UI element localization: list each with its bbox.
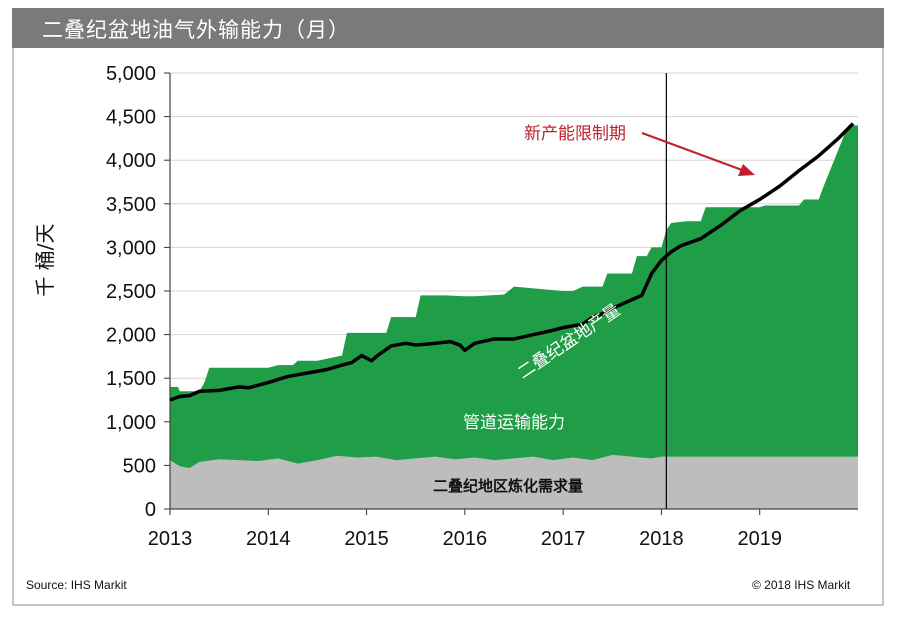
- x-tick-label: 2018: [639, 528, 684, 550]
- y-tick-label: 4,000: [106, 150, 156, 172]
- annotation-arrow-head: [738, 164, 755, 176]
- y-axis-ticks: 0 500 1,000 1,500 2,000 2,500 3,000 3,500 4,000 4…: [106, 63, 170, 521]
- x-tick-label: 2016: [443, 528, 488, 550]
- production-line: [169, 122, 855, 402]
- x-tick-label: 2013: [148, 528, 193, 550]
- chart-title: 二叠纪盆地油气外输能力（月）: [42, 18, 350, 42]
- annotation-new-capacity-constraint: 新产能限制期: [524, 124, 626, 144]
- y-tick-label: 0: [145, 499, 156, 521]
- annotation-arrow-shaft: [641, 132, 743, 171]
- x-tick-label: 2019: [737, 528, 782, 550]
- y-tick-label: 3,000: [106, 237, 156, 259]
- y-tick-label: 1,000: [106, 412, 156, 434]
- pipeline-capacity-label: 管道运输能力: [463, 413, 565, 433]
- y-tick-label: 1,500: [106, 368, 156, 390]
- y-tick-label: 500: [123, 455, 156, 477]
- y-tick-label: 3,500: [106, 194, 156, 216]
- y-axis-label: 千 桶/天: [33, 223, 57, 296]
- x-tick-label: 2017: [541, 528, 586, 550]
- y-tick-label: 5,000: [106, 63, 156, 85]
- source-note: Source: IHS Markit: [26, 578, 127, 592]
- y-tick-label: 2,500: [106, 281, 156, 303]
- y-tick-label: 4,500: [106, 107, 156, 129]
- x-axis-ticks: 2013 2014 2015 2016 2017 2018 2019: [148, 509, 782, 550]
- pipeline-capacity-area: [170, 125, 858, 509]
- refining-demand-area: [170, 454, 858, 509]
- x-tick-label: 2014: [246, 528, 291, 550]
- x-tick-label: 2015: [344, 528, 389, 550]
- annotation-arrow: [641, 132, 755, 176]
- title-bar: 二叠纪盆地油气外输能力（月）: [12, 8, 884, 48]
- refining-demand-label: 二叠纪地区炼化需求量: [433, 477, 583, 495]
- y-tick-label: 2,000: [106, 325, 156, 347]
- copyright-note: © 2018 IHS Markit: [752, 578, 851, 592]
